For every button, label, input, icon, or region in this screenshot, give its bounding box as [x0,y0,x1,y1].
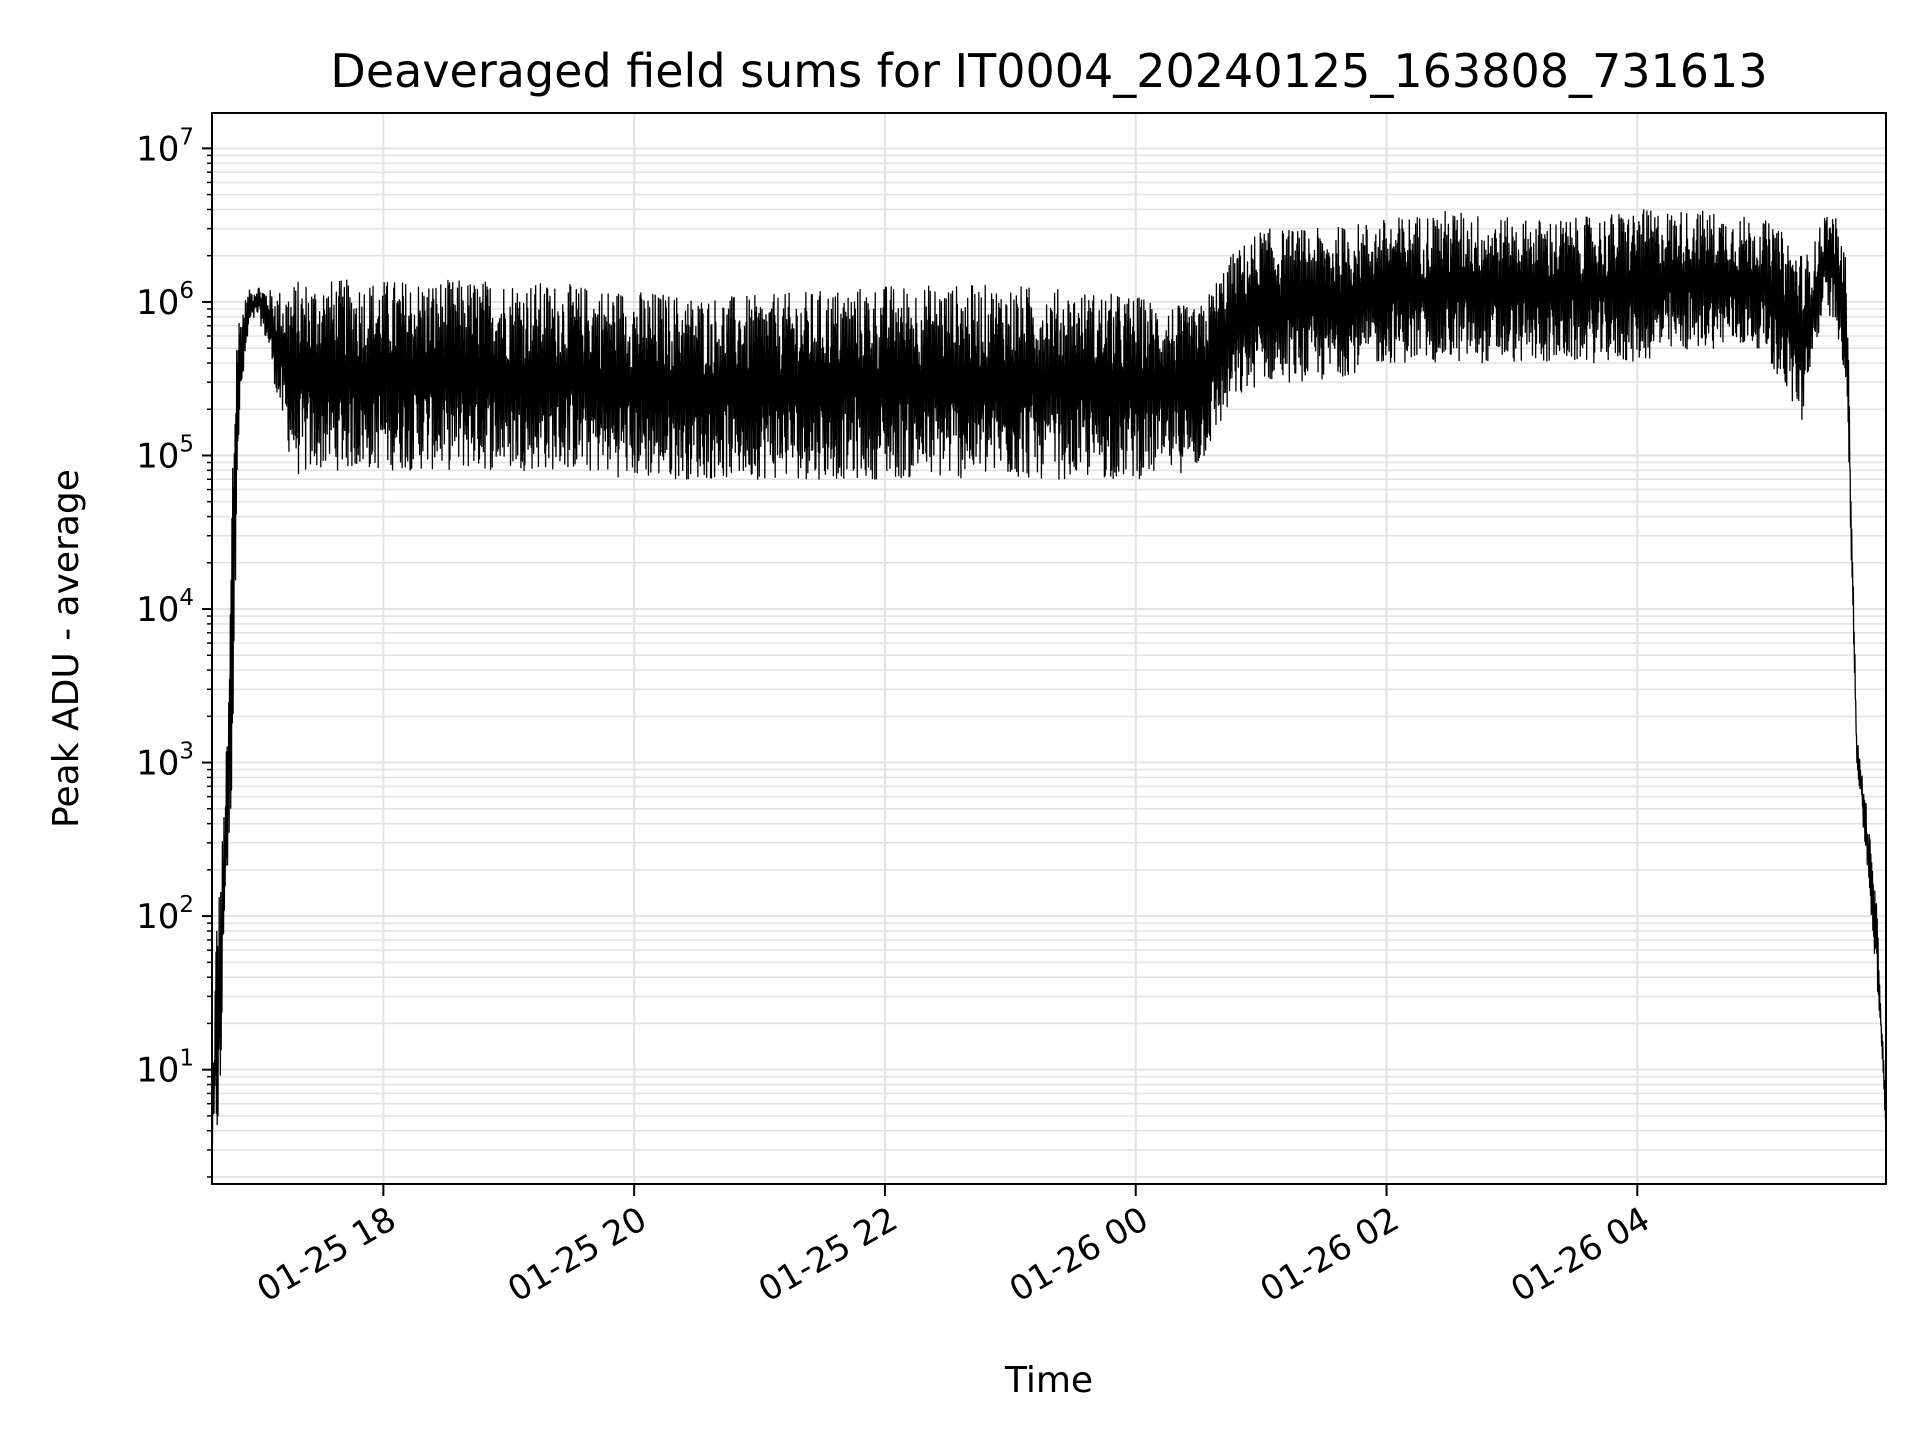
y-tick-label: 107 [136,124,194,169]
y-tick-label: 104 [136,585,194,630]
y-tick-exponent: 2 [179,892,194,918]
y-tick-exponent: 7 [179,124,194,150]
series-layer [212,209,1886,1146]
x-axis-label: Time [1004,1360,1093,1401]
y-tick-exponent: 6 [179,278,194,304]
series-line [212,209,1886,1146]
y-tick-label: 106 [136,278,194,323]
y-tick-base: 10 [136,436,179,476]
chart-title: Deaveraged field sums for IT0004_2024012… [330,44,1767,98]
y-tick-label: 103 [136,739,194,784]
y-tick-exponent: 3 [179,739,194,765]
y-tick-base: 10 [136,744,179,784]
y-tick-label: 101 [136,1046,194,1091]
y-tick-exponent: 4 [179,585,194,611]
grid [212,113,1886,1184]
y-tick-base: 10 [136,1051,179,1091]
y-tick-label: 105 [136,431,194,476]
plot-frame [211,112,1887,1185]
y-tick-base: 10 [136,897,179,937]
y-axis-label: Peak ADU - average [46,469,87,828]
y-tick-base: 10 [136,283,179,323]
y-tick-exponent: 5 [179,431,194,457]
y-tick-exponent: 1 [179,1046,194,1072]
y-tick-label: 102 [136,892,194,937]
y-tick-base: 10 [136,129,179,169]
y-tick-base: 10 [136,590,179,630]
